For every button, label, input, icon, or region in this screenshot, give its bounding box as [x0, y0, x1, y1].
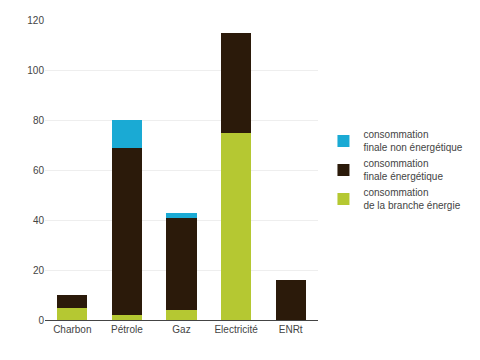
svg-text:20: 20 — [33, 265, 45, 276]
svg-text:consommationfinale énergétique: consommationfinale énergétique — [363, 158, 443, 182]
svg-text:120: 120 — [27, 15, 44, 26]
svg-text:ENRt: ENRt — [279, 324, 303, 335]
svg-text:consommationde la branche éner: consommationde la branche énergie — [363, 187, 460, 211]
svg-text:Pétrole: Pétrole — [111, 324, 143, 335]
svg-text:0: 0 — [38, 315, 44, 326]
svg-text:Electricité: Electricité — [214, 324, 258, 335]
svg-text:Charbon: Charbon — [53, 324, 91, 335]
svg-text:100: 100 — [27, 65, 44, 76]
svg-text:80: 80 — [33, 115, 45, 126]
svg-text:60: 60 — [33, 165, 45, 176]
svg-text:Gaz: Gaz — [172, 324, 190, 335]
svg-text:consommationfinale non énergét: consommationfinale non énergétique — [363, 129, 462, 153]
svg-text:40: 40 — [33, 215, 45, 226]
